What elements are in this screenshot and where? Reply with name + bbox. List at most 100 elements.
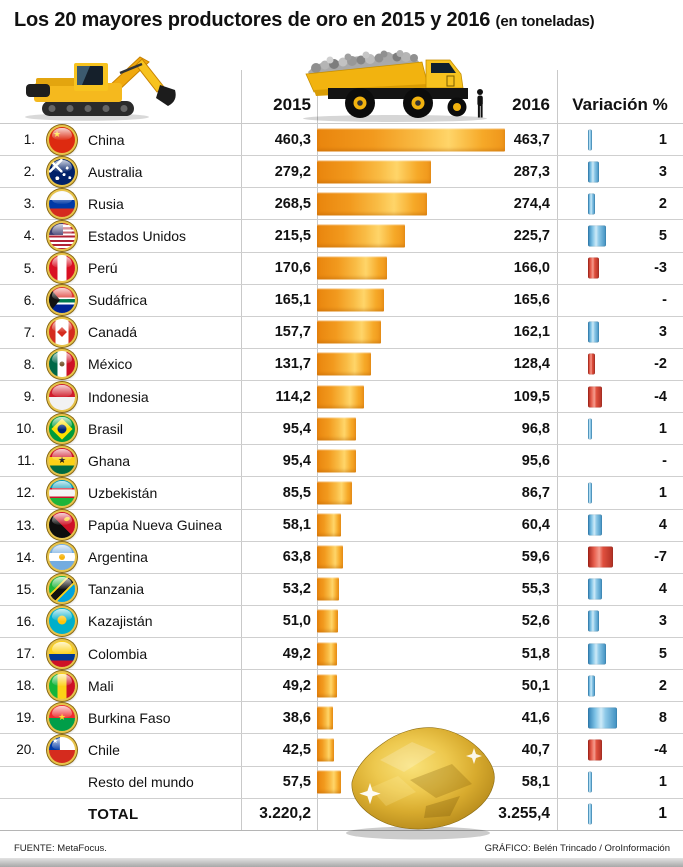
variation-cell: - [557, 445, 683, 476]
value-2016: 60,4 [521, 517, 550, 534]
value-2016: 274,4 [513, 195, 550, 212]
flag-gloss [52, 416, 72, 429]
variation-cell: -2 [557, 349, 683, 380]
rank-label: 4. [23, 228, 35, 244]
variation-cell: 3 [557, 317, 683, 348]
production-bar-2015 [317, 609, 338, 633]
table-row: 14. Argentina 63,8 59,6 -7 [0, 542, 683, 574]
pe-flag-icon [49, 255, 75, 282]
production-bar-2015 [317, 642, 338, 666]
value-2015: 85,5 [282, 484, 311, 501]
table-row: TOTAL 3.220,2 3.255,4 1 [0, 799, 683, 831]
value-2016: 58,1 [521, 774, 550, 791]
value-2015: 165,1 [274, 292, 311, 309]
flag-gloss [52, 705, 72, 718]
value-2016: 86,7 [521, 484, 550, 501]
value-2016: 3.255,4 [498, 805, 550, 823]
variation-cylinder [588, 161, 599, 183]
country-name: Perú [88, 260, 118, 277]
country-flag-icon [40, 574, 84, 605]
value-2015: 53,2 [282, 581, 311, 598]
uz-flag-icon [49, 479, 75, 506]
rank-label: 16. [16, 613, 35, 629]
rank-label: 18. [16, 678, 35, 694]
country-name: Ghana [88, 452, 131, 469]
variation-cell: 1 [557, 413, 683, 444]
ar-flag-icon [49, 544, 75, 571]
variation-value: 4 [658, 581, 667, 598]
production-bar-2015 [317, 192, 427, 216]
bar-cell [317, 638, 505, 669]
rank-label: 19. [16, 710, 35, 726]
column-divider [557, 70, 558, 830]
mx-flag-icon [49, 351, 75, 378]
value-2016: 55,3 [521, 581, 550, 598]
variation-value: 1 [658, 774, 667, 791]
rank-label: 12. [16, 485, 35, 501]
country-name: Indonesia [88, 388, 149, 405]
value-2016: 59,6 [521, 549, 550, 566]
rank-label: 2. [23, 164, 35, 180]
variation-value: -7 [654, 549, 667, 566]
flag-gloss [52, 737, 72, 750]
flag-gloss [52, 320, 72, 333]
variation-cylinder [588, 353, 596, 375]
source-note: FUENTE: MetaFocus. [14, 843, 107, 854]
table-row: Resto del mundo 57,5 58,1 1 [0, 767, 683, 799]
title-unit-note: (en toneladas) [495, 13, 595, 30]
rank-label: 6. [23, 292, 35, 308]
bar-cell [317, 253, 505, 284]
bar-cell [317, 317, 505, 348]
production-bar-2015 [317, 706, 333, 730]
za-flag-icon [49, 287, 75, 314]
variation-cylinder [588, 386, 603, 408]
rank-label [0, 799, 40, 830]
bar-cell [317, 413, 505, 444]
value-2016: 225,7 [513, 227, 550, 244]
country-name: Canadá [88, 324, 138, 341]
au-flag-icon [49, 158, 75, 185]
variation-cylinder [588, 129, 592, 151]
flag-gloss [52, 256, 72, 269]
value-2015: 170,6 [274, 260, 311, 277]
bar-cell [317, 670, 505, 701]
value-2015: 95,4 [282, 420, 311, 437]
bar-cell [317, 606, 505, 637]
bar-cell [317, 188, 505, 219]
value-2016: 165,6 [513, 292, 550, 309]
us-flag-icon [49, 222, 75, 249]
column-header-variation: Variación % [572, 95, 668, 114]
country-flag-icon [40, 606, 84, 637]
page-title: Los 20 mayores productores de oro en 201… [14, 9, 595, 32]
value-2015: 215,5 [274, 227, 311, 244]
table-row: 11. Ghana 95,4 95,6 - [0, 445, 683, 478]
production-bar-2015 [317, 288, 385, 312]
country-name: Colombia [88, 645, 148, 662]
table-row: 13. Papúa Nueva Guinea 58,1 60,4 4 [0, 510, 683, 542]
bar-cell [317, 734, 505, 765]
country-flag-icon [40, 317, 84, 348]
rank-label: 3. [23, 196, 35, 212]
flag-gloss [52, 641, 72, 654]
variation-cell: 2 [557, 670, 683, 701]
variation-value: 4 [658, 517, 667, 534]
flag-gloss [52, 448, 72, 461]
variation-value: 3 [658, 613, 667, 630]
variation-cylinder [588, 225, 606, 247]
variation-cylinder [588, 578, 603, 600]
rank-label: 10. [16, 421, 35, 437]
variation-cell: 4 [557, 574, 683, 605]
country-flag-icon [40, 510, 84, 541]
bar-cell [317, 702, 505, 733]
value-2015: 51,0 [282, 613, 311, 630]
variation-value: -2 [654, 356, 667, 373]
variation-cell: 5 [557, 220, 683, 251]
variation-cylinder [588, 739, 603, 761]
country-name: Resto del mundo [88, 774, 194, 791]
country-name: Burkina Faso [88, 709, 171, 726]
flag-gloss [52, 223, 72, 236]
value-2016: 41,6 [521, 709, 550, 726]
variation-cylinder [588, 675, 596, 697]
country-flag-icon [40, 349, 84, 380]
country-name: Rusia [88, 195, 124, 212]
